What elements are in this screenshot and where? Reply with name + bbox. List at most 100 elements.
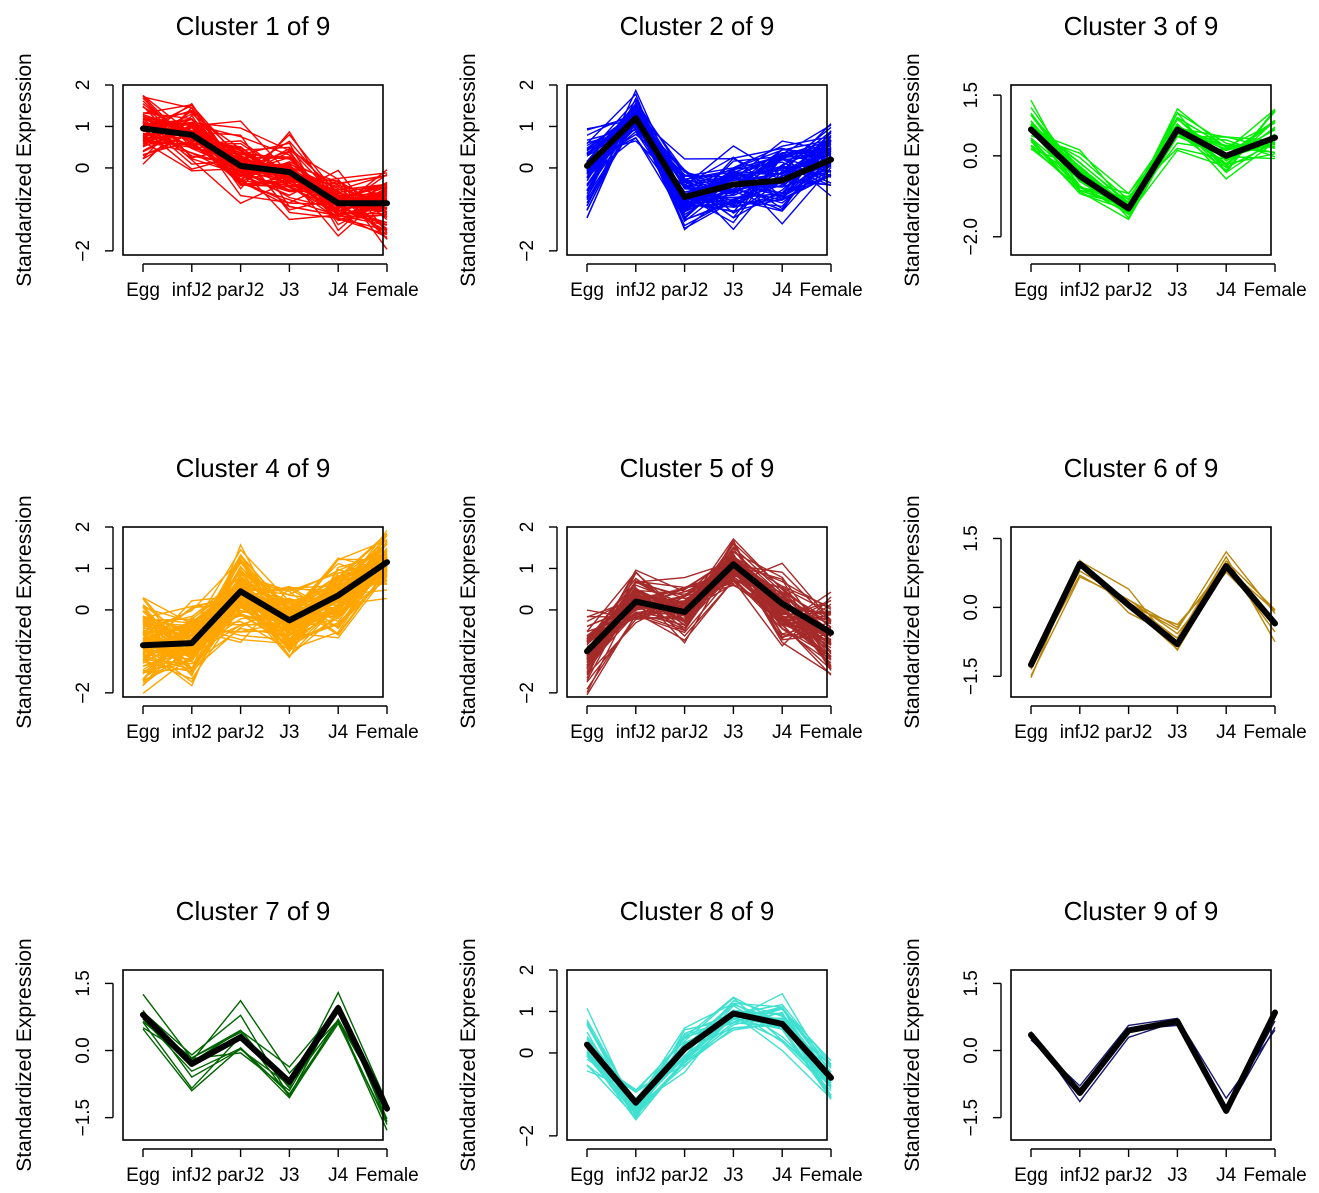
chart-title: Cluster 4 of 9 bbox=[176, 453, 331, 483]
member-trace bbox=[142, 560, 388, 674]
x-tick-label: J4 bbox=[328, 1165, 349, 1186]
plot-frame bbox=[122, 526, 384, 698]
y-tick-label: −2 bbox=[517, 682, 538, 704]
x-tick-label: infJ2 bbox=[616, 1165, 656, 1186]
member-traces bbox=[142, 530, 388, 694]
x-tick-label: Female bbox=[1243, 722, 1306, 743]
y-tick-label: 1.5 bbox=[73, 970, 94, 996]
member-traces bbox=[142, 94, 388, 250]
plot-frame bbox=[566, 969, 828, 1141]
x-tick-label: J3 bbox=[279, 1165, 299, 1186]
y-tick-label: 1.5 bbox=[961, 970, 982, 996]
plot-frame bbox=[1010, 526, 1272, 698]
x-tick-label: J4 bbox=[328, 280, 349, 301]
y-tick-label: 0 bbox=[517, 605, 538, 616]
member-trace bbox=[1030, 550, 1276, 666]
x-tick-label: J3 bbox=[279, 722, 299, 743]
chart-panel-8: Cluster 8 of 9 Standardized Expression −2 0… bbox=[457, 896, 863, 1186]
x-tick-label: J4 bbox=[328, 722, 349, 743]
x-tick-label: parJ2 bbox=[217, 722, 265, 743]
x-tick-label: J3 bbox=[279, 280, 299, 301]
plot-frame bbox=[566, 84, 828, 256]
centroid-line bbox=[140, 1005, 390, 1112]
member-trace bbox=[142, 125, 388, 212]
x-tick-label: J4 bbox=[1216, 1165, 1237, 1186]
y-axis-label: Standardized Expression bbox=[901, 53, 924, 286]
x-tick-label: parJ2 bbox=[1105, 280, 1153, 301]
x-tick-label: J4 bbox=[1216, 722, 1237, 743]
x-tick-label: parJ2 bbox=[1105, 1165, 1153, 1186]
x-tick-label: Egg bbox=[570, 722, 604, 743]
x-tick-label: parJ2 bbox=[1105, 722, 1153, 743]
y-axis-label: Standardized Expression bbox=[13, 495, 36, 728]
chart-title: Cluster 2 of 9 bbox=[620, 11, 775, 41]
member-traces bbox=[586, 88, 832, 231]
member-trace bbox=[142, 113, 388, 231]
chart-title: Cluster 7 of 9 bbox=[176, 896, 331, 926]
x-tick-label: Egg bbox=[1014, 1165, 1048, 1186]
x-tick-label: J3 bbox=[1167, 722, 1187, 743]
x-tick-label: parJ2 bbox=[661, 280, 709, 301]
x-tick-label: infJ2 bbox=[1060, 1165, 1100, 1186]
member-trace bbox=[142, 555, 388, 672]
member-trace bbox=[1030, 1017, 1276, 1100]
x-tick-label: infJ2 bbox=[1060, 722, 1100, 743]
x-tick-label: Female bbox=[355, 722, 418, 743]
y-tick-label: −2 bbox=[517, 240, 538, 262]
y-tick-label: 1 bbox=[517, 121, 538, 132]
y-tick-label: 1 bbox=[73, 563, 94, 574]
y-axis-label: Standardized Expression bbox=[457, 938, 480, 1171]
x-tick-label: parJ2 bbox=[217, 280, 265, 301]
y-tick-label: 0.0 bbox=[73, 1037, 94, 1063]
chart-title: Cluster 9 of 9 bbox=[1064, 896, 1219, 926]
x-tick-label: J4 bbox=[772, 722, 793, 743]
member-trace bbox=[1030, 1020, 1276, 1115]
x-tick-label: J3 bbox=[1167, 280, 1187, 301]
y-tick-label: −1.5 bbox=[961, 658, 982, 696]
x-tick-label: parJ2 bbox=[661, 722, 709, 743]
chart-panel-6: Cluster 6 of 9 Standardized Expression −1.… bbox=[901, 453, 1307, 743]
y-tick-label: 1 bbox=[517, 1006, 538, 1017]
y-axis-label: Standardized Expression bbox=[901, 938, 924, 1171]
y-tick-label: −1.5 bbox=[961, 1099, 982, 1137]
member-traces bbox=[586, 992, 832, 1121]
centroid-line bbox=[140, 125, 390, 207]
y-tick-label: 0.0 bbox=[961, 143, 982, 169]
y-tick-label: 2 bbox=[517, 80, 538, 91]
x-tick-label: Egg bbox=[126, 722, 160, 743]
x-tick-label: Female bbox=[799, 280, 862, 301]
x-tick-label: Egg bbox=[1014, 722, 1048, 743]
centroid-line bbox=[584, 115, 834, 200]
chart-panel-9: Cluster 9 of 9 Standardized Expression −1.… bbox=[901, 896, 1307, 1186]
y-tick-label: 1.5 bbox=[961, 82, 982, 108]
x-tick-label: Egg bbox=[570, 1165, 604, 1186]
chart-panel-5: Cluster 5 of 9 Standardized Expression −2 0… bbox=[457, 453, 863, 743]
x-tick-label: Female bbox=[799, 722, 862, 743]
x-tick-label: J3 bbox=[1167, 1165, 1187, 1186]
y-tick-label: −2 bbox=[73, 240, 94, 262]
member-trace bbox=[142, 1017, 388, 1105]
member-traces bbox=[1030, 99, 1276, 221]
chart-title: Cluster 8 of 9 bbox=[620, 896, 775, 926]
member-trace bbox=[142, 543, 388, 650]
chart-title: Cluster 3 of 9 bbox=[1064, 11, 1219, 41]
y-axis-label: Standardized Expression bbox=[457, 495, 480, 728]
member-trace bbox=[142, 118, 388, 218]
y-tick-label: 0 bbox=[73, 605, 94, 616]
chart-panel-7: Cluster 7 of 9 Standardized Expression −1.… bbox=[13, 896, 419, 1186]
x-tick-label: infJ2 bbox=[616, 722, 656, 743]
chart-panel-3: Cluster 3 of 9 Standardized Expression −2.… bbox=[901, 11, 1307, 301]
centroid-line bbox=[1028, 126, 1278, 212]
x-tick-label: Female bbox=[1243, 280, 1306, 301]
member-traces bbox=[1030, 1017, 1276, 1115]
y-tick-label: 0.0 bbox=[961, 594, 982, 620]
x-tick-label: infJ2 bbox=[172, 280, 212, 301]
x-tick-label: J3 bbox=[723, 1165, 743, 1186]
x-tick-label: Egg bbox=[126, 280, 160, 301]
member-trace bbox=[586, 1002, 832, 1112]
member-trace bbox=[586, 560, 832, 641]
y-tick-label: 2 bbox=[73, 80, 94, 91]
member-trace bbox=[142, 543, 388, 660]
